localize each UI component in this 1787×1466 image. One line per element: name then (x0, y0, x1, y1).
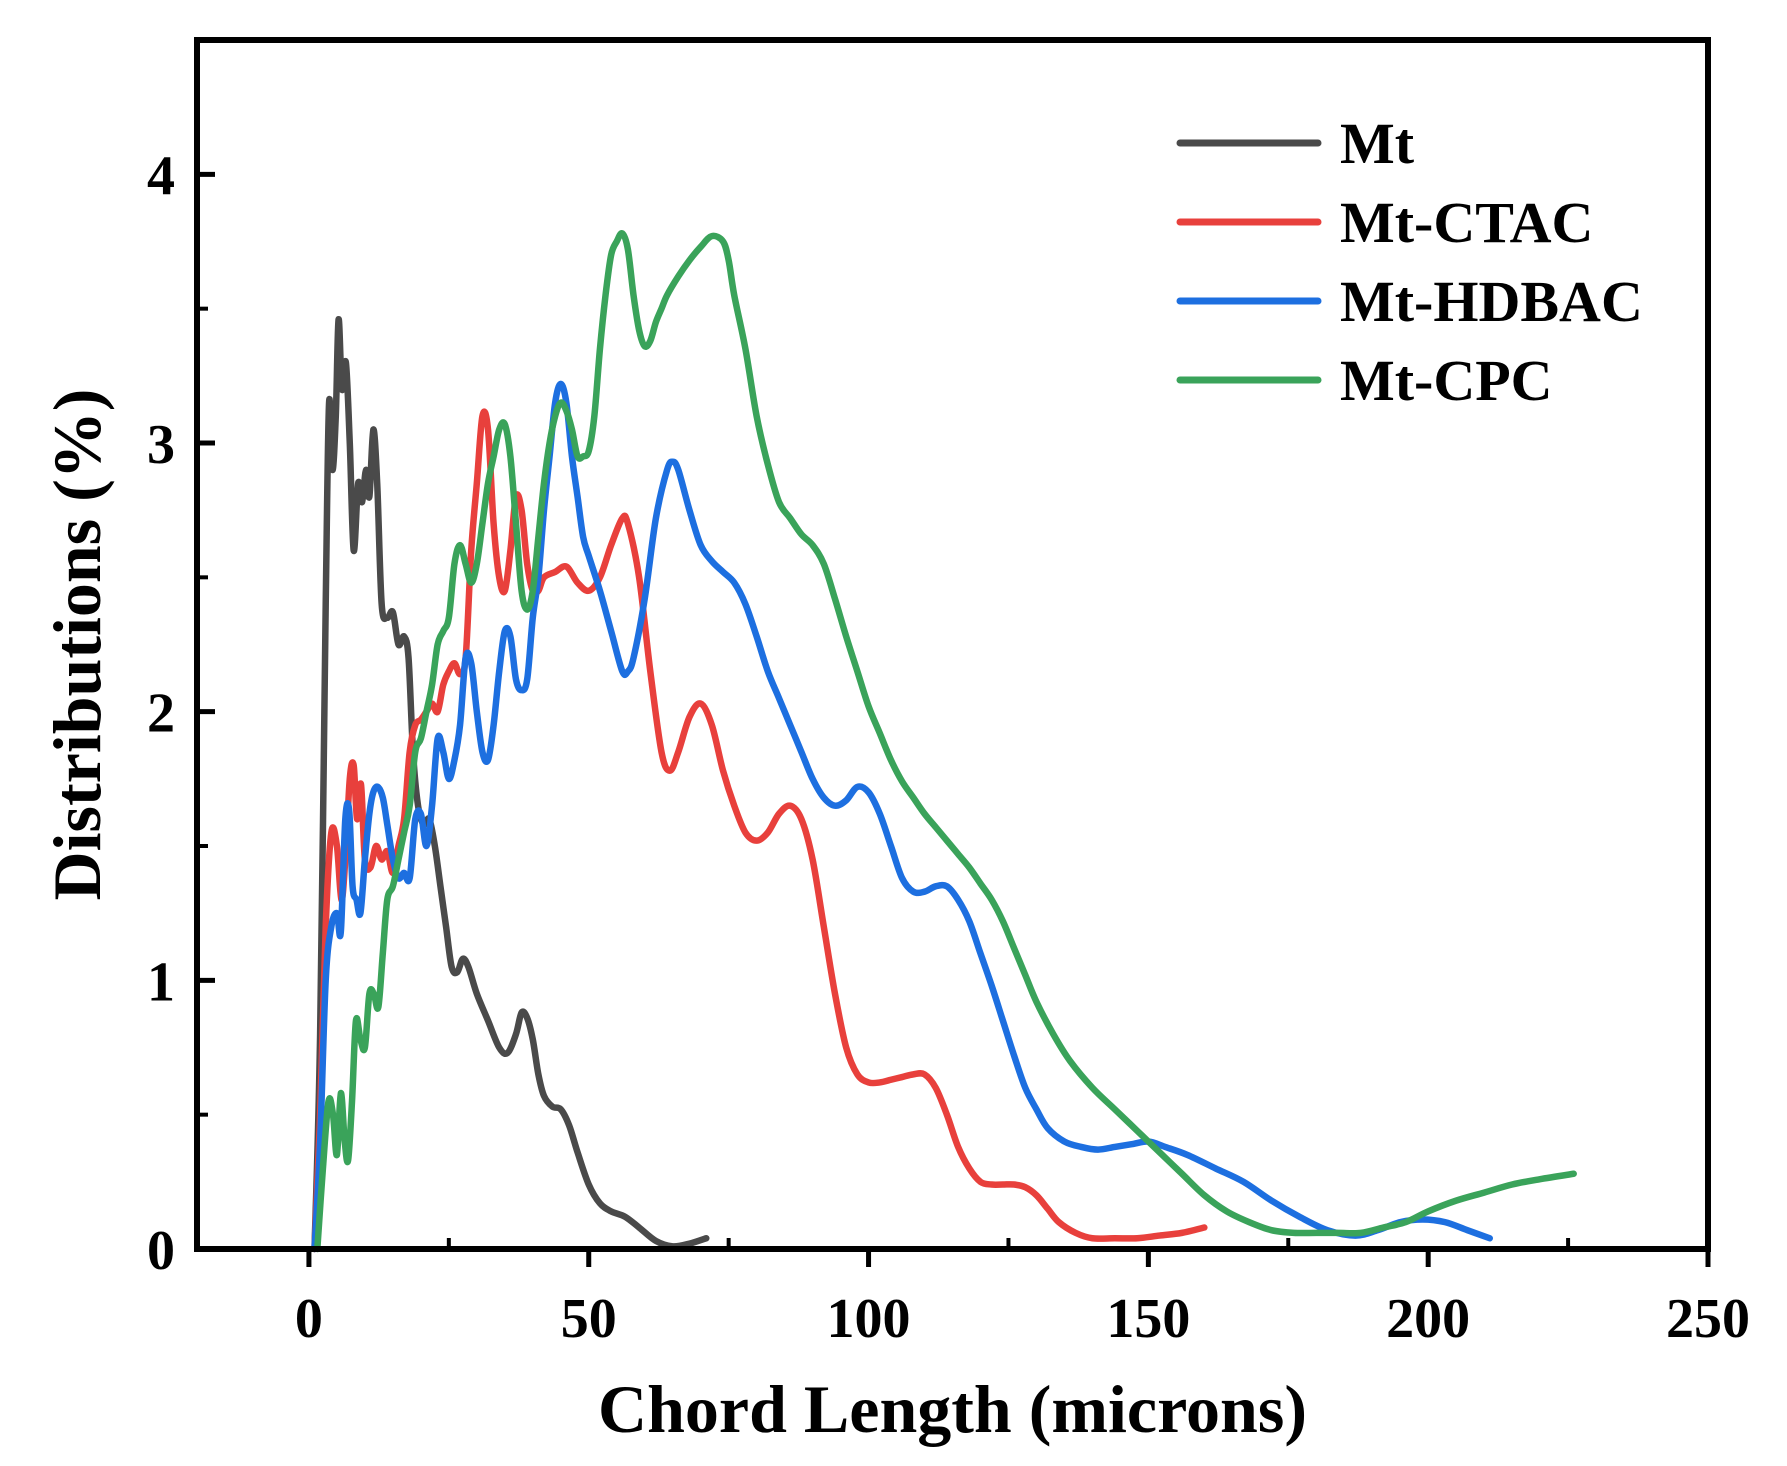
x-tick-label: 150 (1106, 1288, 1190, 1350)
x-tick-label: 0 (295, 1288, 323, 1350)
legend: Mt Mt-CTAC Mt-HDBAC Mt-CPC (1176, 111, 1643, 413)
y-tick-label: 2 (147, 683, 175, 745)
series-line-mt-hdbac (311, 380, 1493, 1253)
legend-label: Mt-HDBAC (1340, 269, 1643, 334)
y-tick-label: 4 (147, 145, 175, 207)
x-axis-title: Chord Length (microns) (598, 1371, 1307, 1447)
axes-layer: 0 50 100 150 200 250 0 1 2 3 4 (147, 37, 1750, 1350)
y-tick-label: 1 (147, 951, 175, 1013)
x-tick-label: 200 (1386, 1288, 1470, 1350)
legend-label: Mt-CPC (1340, 348, 1553, 413)
series-line-mt-cpc (314, 230, 1577, 1253)
y-tick-label: 3 (147, 414, 175, 476)
x-tick-label: 50 (561, 1288, 617, 1350)
x-tick-label: 100 (827, 1288, 911, 1350)
series-layer (311, 230, 1577, 1253)
legend-label: Mt-CTAC (1340, 190, 1593, 255)
legend-item-mt-cpc: Mt-CPC (1176, 348, 1553, 413)
legend-label: Mt (1340, 111, 1415, 176)
y-axis-title: Distributions (%) (39, 389, 115, 901)
x-tick-label: 250 (1666, 1288, 1750, 1350)
y-tick-label: 0 (147, 1220, 175, 1282)
plot-frame (194, 37, 1711, 1252)
legend-item-mt: Mt (1176, 111, 1415, 176)
legend-item-mt-ctac: Mt-CTAC (1176, 190, 1593, 255)
legend-item-mt-hdbac: Mt-HDBAC (1176, 269, 1643, 334)
